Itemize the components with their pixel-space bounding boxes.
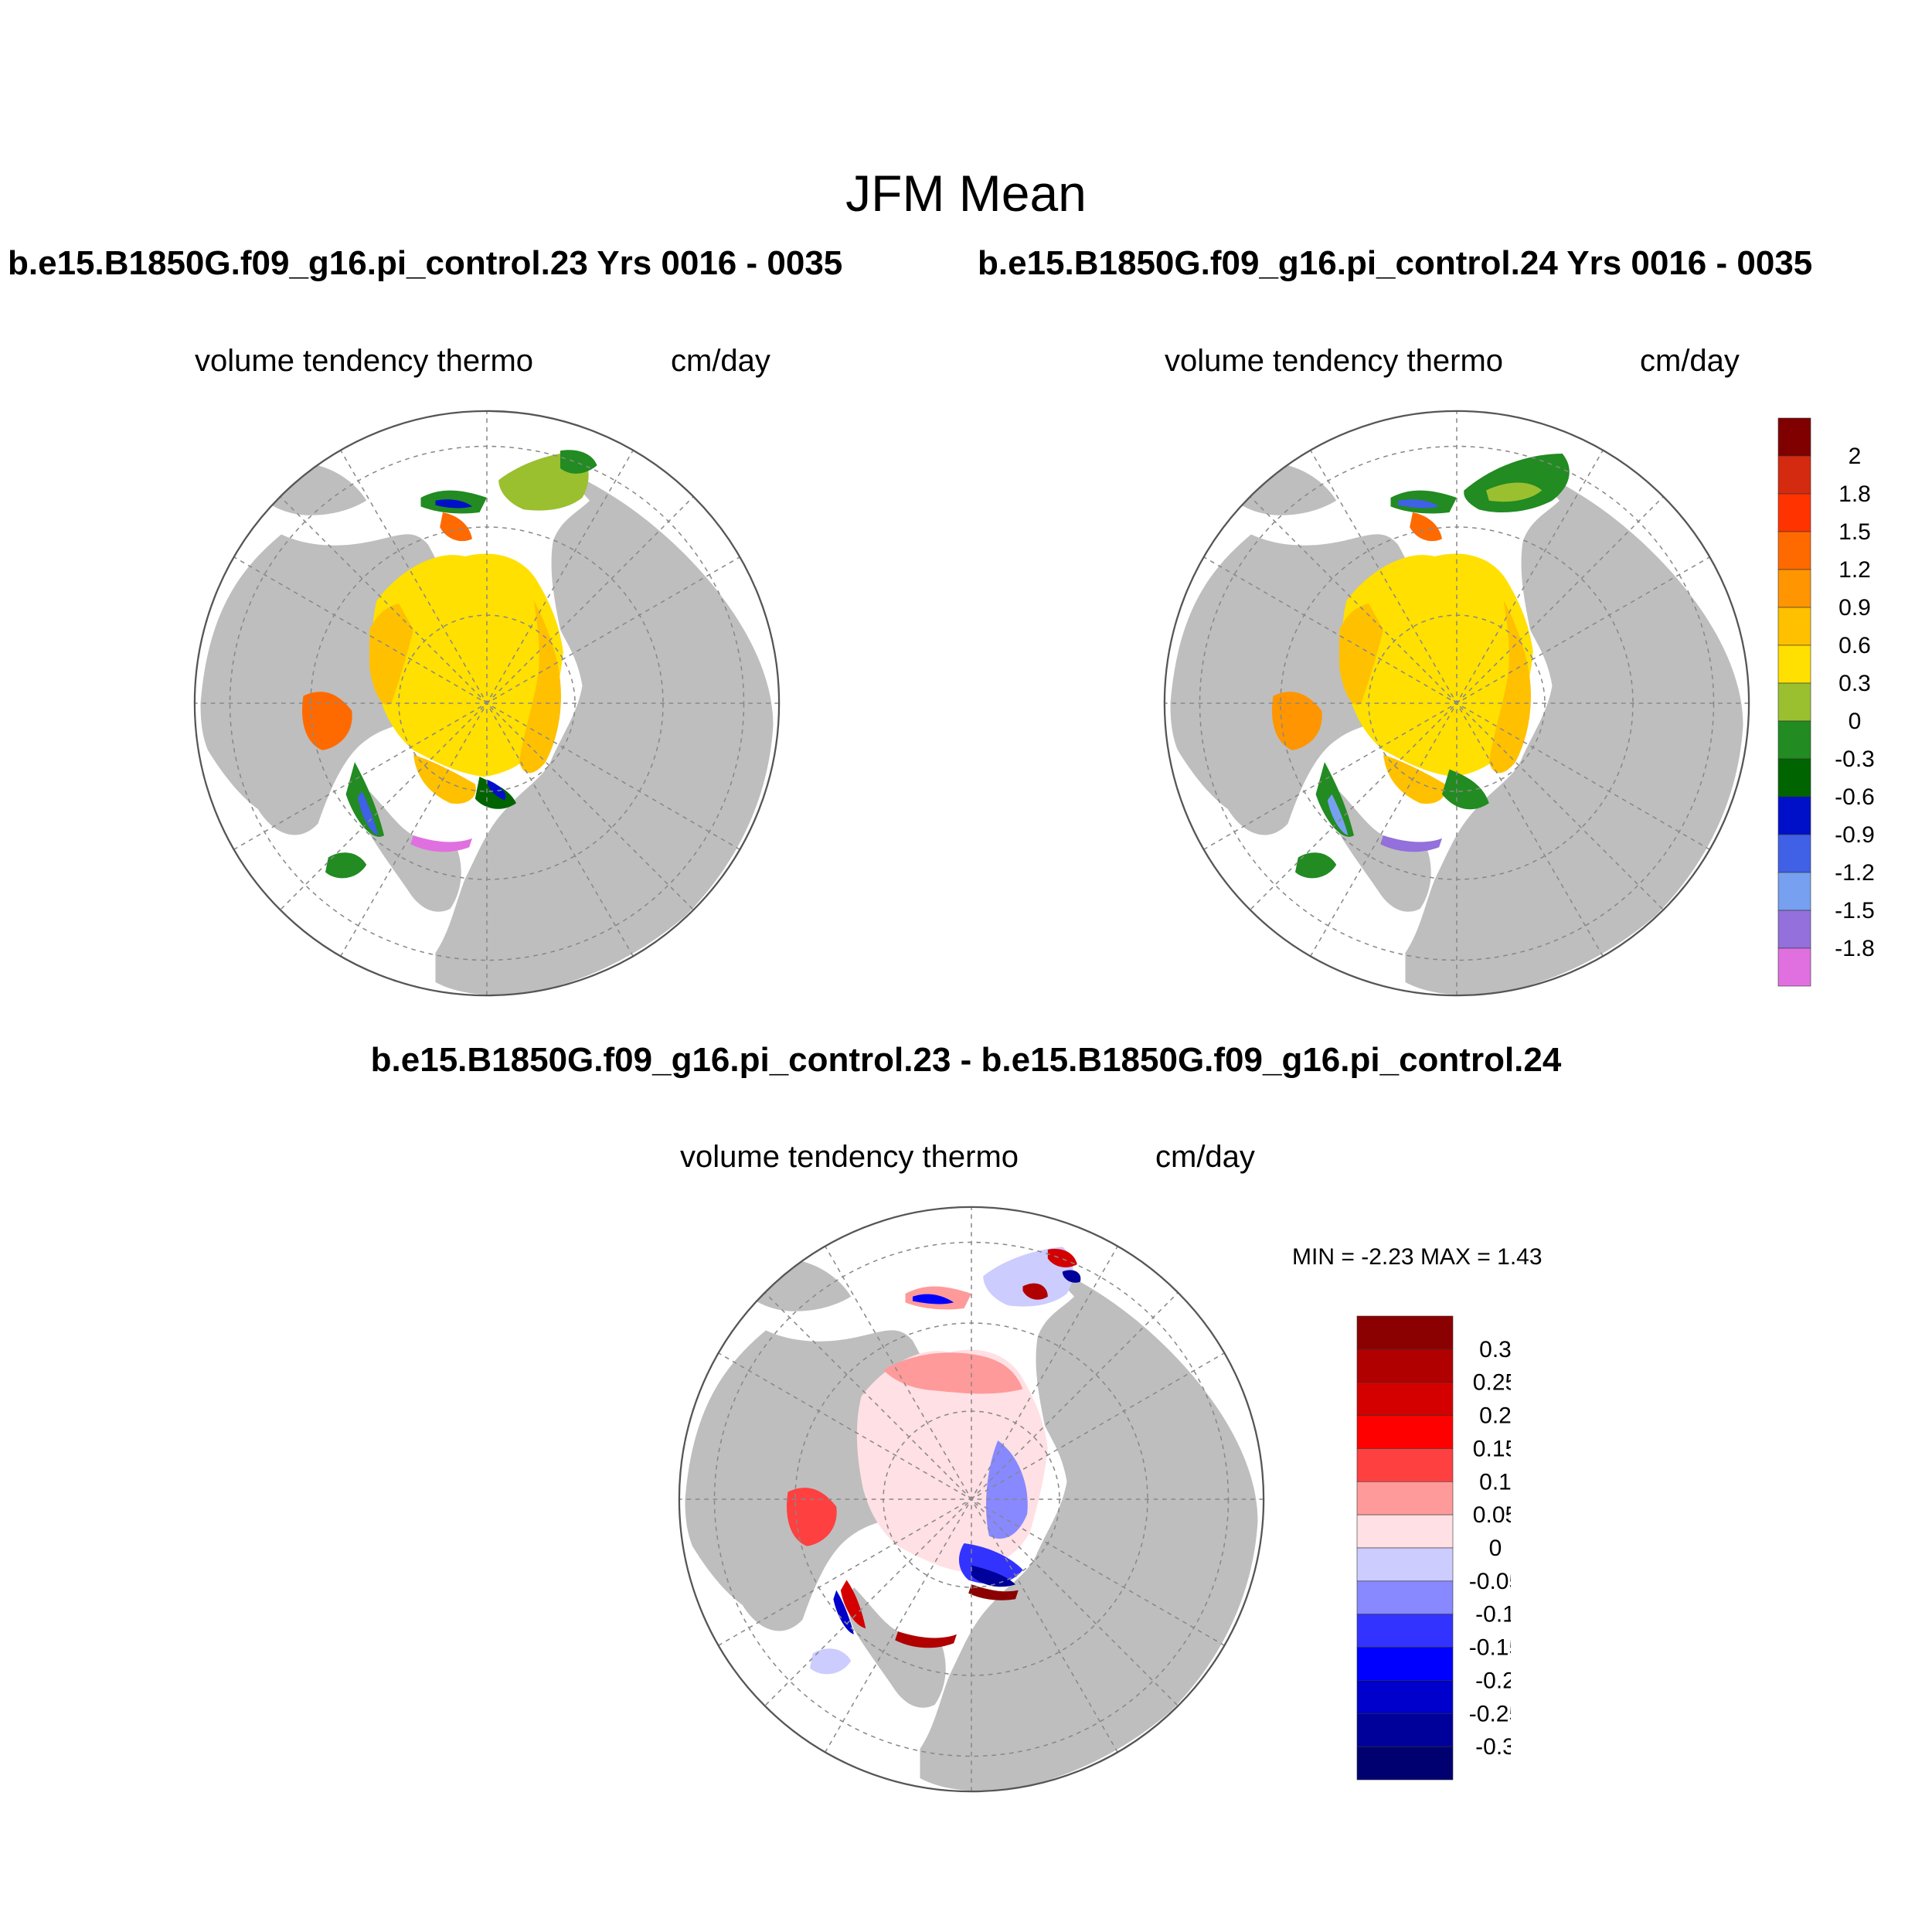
colorbar-diff-swatch (1356, 1315, 1454, 1350)
colorbar-top-swatch (1777, 758, 1811, 798)
colorbar-top-swatch (1777, 796, 1811, 835)
colorbar-diff-swatch (1356, 1614, 1454, 1648)
colorbar-diff-swatch (1356, 1580, 1454, 1615)
colorbar-diff-swatch (1356, 1713, 1454, 1747)
panel-3-variable: volume tendency thermo (680, 1140, 1019, 1174)
panel-2-units: cm/day (1640, 344, 1740, 378)
colorbar-top-tick-label: 2 (1849, 444, 1862, 469)
colorbar-diff-tick-label: -0.2 (1475, 1668, 1511, 1693)
ice-region-hudson (1272, 692, 1322, 750)
colorbar-diff-swatch (1356, 1547, 1454, 1582)
max-value: 1.43 (1497, 1244, 1543, 1270)
colorbar-diff-swatch (1356, 1647, 1454, 1681)
colorbar-diff-tick-label: 0.2 (1479, 1403, 1511, 1429)
colorbar-diff-swatch (1356, 1448, 1454, 1482)
colorbar-top-swatch (1777, 720, 1811, 760)
colorbar-top-swatch (1777, 872, 1811, 911)
colorbar-diff-swatch (1356, 1746, 1454, 1781)
panel-3-title: b.e15.B1850G.f09_g16.pi_control.23 - b.e… (370, 1041, 1562, 1079)
colorbar-diff-tick-label: -0.05 (1469, 1569, 1511, 1594)
colorbar-top-tick-label: 0.6 (1838, 633, 1871, 658)
colorbar-diff-swatch (1356, 1415, 1454, 1449)
colorbar-top-swatch (1777, 493, 1811, 532)
colorbar-top-tick-label: -0.3 (1835, 747, 1875, 772)
colorbar-top-tick-label: -1.5 (1835, 898, 1875, 923)
figure-title: JFM Mean (845, 165, 1087, 222)
colorbar-top-tick-label: 0.9 (1838, 595, 1871, 621)
map-panel-1 (193, 410, 781, 997)
map-panel-3-difference (678, 1206, 1265, 1793)
panel-2-title: b.e15.B1850G.f09_g16.pi_control.24 Yrs 0… (978, 244, 1813, 282)
colorbar-diff-swatch (1356, 1481, 1454, 1515)
panel-3-units: cm/day (1155, 1140, 1255, 1174)
colorbar-diff-tick-label: 0.15 (1473, 1436, 1511, 1461)
colorbar-diff-tick-label: 0 (1489, 1536, 1502, 1561)
min-value: -2.23 (1361, 1244, 1414, 1270)
colorbar-diff-tick-label: 0.1 (1479, 1469, 1511, 1495)
colorbar-top-tick-label: -0.6 (1835, 784, 1875, 810)
colorbar-top-tick-label: -0.9 (1835, 822, 1875, 848)
colorbar-top-swatch (1777, 531, 1811, 570)
colorbar-top-swatch (1777, 682, 1811, 722)
colorbar-diff-swatch (1356, 1680, 1454, 1714)
colorbar-top-tick-label: 0 (1849, 709, 1862, 734)
ice-region-hudson (302, 692, 352, 750)
panel-1-variable: volume tendency thermo (195, 344, 534, 378)
panel-2-variable: volume tendency thermo (1165, 344, 1504, 378)
colorbar-top-tick-label: 1.5 (1838, 519, 1871, 545)
colorbar-diff-swatch (1356, 1514, 1454, 1549)
ice-region-center (372, 553, 563, 777)
colorbar-top-swatch (1777, 645, 1811, 684)
colorbar-top-swatch (1777, 417, 1811, 457)
ice-region-center (1342, 553, 1533, 777)
diff-region-hudson (787, 1488, 837, 1546)
colorbar-top-swatch (1777, 607, 1811, 646)
colorbar-top: 2 1.8 1.5 1.2 0.9 0.6 0.3 0 -0.3 -0.6 -0.9 -1.2 -1.5… (1777, 417, 1875, 987)
colorbar-diff-tick-label: -0.1 (1475, 1602, 1511, 1628)
colorbar-diff-tick-label: -0.3 (1475, 1734, 1511, 1760)
colorbar-diff-swatch (1356, 1382, 1454, 1416)
colorbar-diff-swatch (1356, 1349, 1454, 1383)
colorbar-diff-tick-label: 0.25 (1473, 1370, 1511, 1396)
colorbar-top-tick-label: 0.3 (1838, 671, 1871, 696)
colorbar-top-tick-label: 1.8 (1838, 481, 1871, 507)
colorbar-top-tick-label: 1.2 (1838, 557, 1871, 583)
colorbar-top-swatch (1777, 834, 1811, 873)
panel-1-title: b.e15.B1850G.f09_g16.pi_control.23 Yrs 0… (8, 244, 843, 282)
panel-1-units: cm/day (671, 344, 770, 378)
min-label: MIN = (1292, 1244, 1355, 1270)
colorbar-top-tick-label: -1.8 (1835, 936, 1875, 961)
colorbar-top-swatch (1777, 569, 1811, 608)
colorbar-diff-tick-label: -0.15 (1469, 1635, 1511, 1661)
colorbar-top-swatch (1777, 910, 1811, 949)
min-max-readout: MIN = -2.23 MAX = 1.43 (1292, 1244, 1543, 1270)
colorbar-difference: 0.3 0.25 0.2 0.15 0.1 0.05 0 -0.05 -0.1 -0.15 -0.2… (1356, 1315, 1511, 1781)
colorbar-top-tick-label: -1.2 (1835, 860, 1875, 886)
colorbar-top-swatch (1777, 455, 1811, 495)
colorbar-diff-tick-label: -0.25 (1469, 1701, 1511, 1726)
map-panel-2 (1163, 410, 1750, 997)
max-label: MAX = (1420, 1244, 1491, 1270)
colorbar-diff-tick-label: 0.05 (1473, 1502, 1511, 1528)
colorbar-top-swatch (1777, 947, 1811, 987)
colorbar-diff-tick-label: 0.3 (1479, 1337, 1511, 1362)
